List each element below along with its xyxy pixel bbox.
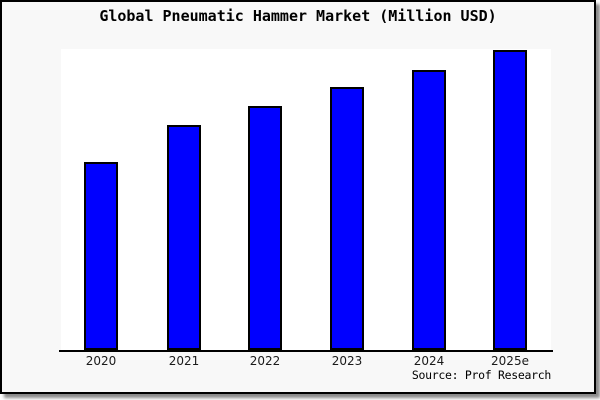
bar-2020: [84, 162, 118, 350]
chart-title: Global Pneumatic Hammer Market (Million …: [99, 7, 497, 25]
x-tick-label-2020: 2020: [85, 354, 117, 368]
bar-2025e: [493, 50, 527, 350]
x-tick-label-2023: 2023: [331, 354, 363, 368]
chart-figure-frame: Global Pneumatic Hammer Market (Million …: [0, 0, 596, 394]
bar-2021: [167, 125, 201, 350]
bar-2023: [330, 87, 364, 350]
plot-area: [59, 49, 553, 352]
source-credit: Source: Prof Research: [411, 368, 551, 382]
x-tick-label-2025e: 2025e: [491, 354, 529, 368]
x-tick-label-2024: 2024: [413, 354, 445, 368]
x-tick-label-2022: 2022: [249, 354, 281, 368]
x-tick-label-2021: 2021: [168, 354, 200, 368]
bar-2024: [412, 70, 446, 350]
x-axis-line: [59, 350, 553, 352]
bar-2022: [248, 106, 282, 350]
